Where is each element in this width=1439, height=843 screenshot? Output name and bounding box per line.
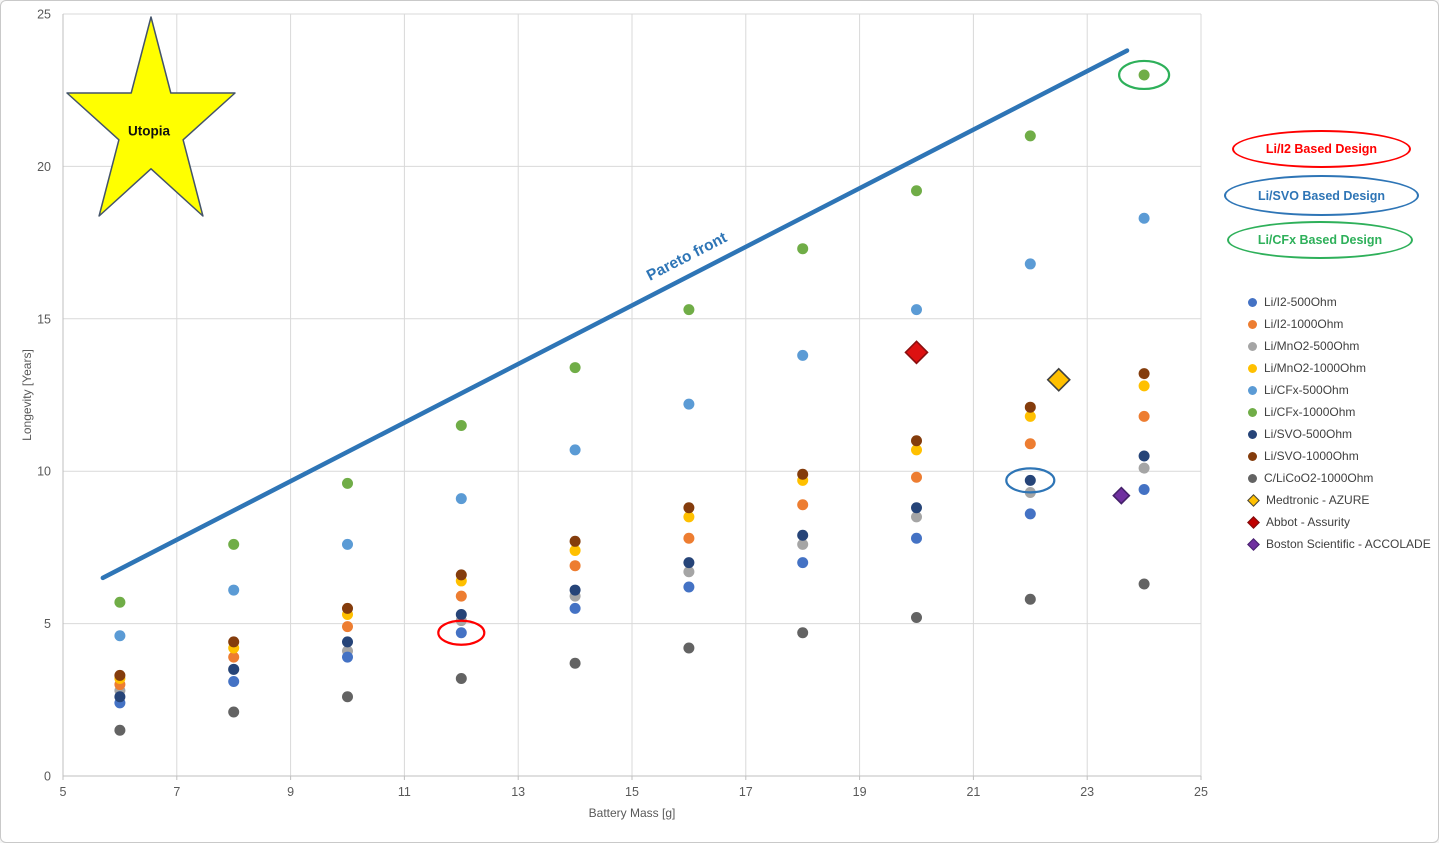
legend-item-li-mno2-1000: Li/MnO2-1000Ohm — [1248, 357, 1431, 379]
svg-text:5: 5 — [60, 785, 67, 799]
series-li-cfx-500ohm — [114, 212, 1150, 642]
series-marker-icon — [1248, 473, 1257, 483]
series-marker-icon — [1248, 319, 1257, 329]
device-abbot-assurity — [904, 340, 929, 365]
axis-titles: Battery Mass [g] Longevity [Years] — [20, 349, 675, 820]
callout-label: Li/I2 Based Design — [1265, 142, 1378, 156]
diamond-marker-icon — [1247, 515, 1260, 529]
axes — [62, 14, 1202, 780]
device-boston-scientific-accolade — [1112, 486, 1131, 505]
svg-text:11: 11 — [398, 785, 411, 799]
svg-text:25: 25 — [1194, 785, 1208, 799]
callout-label: Li/CFx Based Design — [1257, 233, 1383, 247]
y-axis-title: Longevity [Years] — [20, 349, 34, 441]
series-marker-icon — [1248, 451, 1257, 461]
series-marker-icon — [1248, 341, 1257, 351]
legend-label: Li/I2-1000Ohm — [1264, 317, 1344, 331]
callout-label: Li/SVO Based Design — [1257, 188, 1386, 203]
series-li-cfx-1000ohm — [114, 69, 1150, 608]
legend-label: Li/CFx-500Ohm — [1264, 383, 1349, 397]
diamond-marker-icon — [1247, 537, 1260, 551]
diamond-marker-icon — [1247, 493, 1260, 507]
svg-text:15: 15 — [37, 312, 51, 326]
series-c-licoo2-1000ohm — [114, 578, 1150, 736]
svg-text:25: 25 — [37, 8, 51, 22]
legend-item-c-licoo2-1000: C/LiCoO2-1000Ohm — [1248, 467, 1431, 489]
legend-item-medtronic-azure: Medtronic - AZURE — [1247, 489, 1431, 511]
legend-label: C/LiCoO2-1000Ohm — [1264, 471, 1374, 485]
svg-text:19: 19 — [853, 785, 867, 799]
legend-item-li-cfx-500: Li/CFx-500Ohm — [1248, 379, 1431, 401]
callout-li-svo-based-design: Li/SVO Based Design — [1224, 175, 1419, 216]
utopia-star: Utopia — [66, 16, 236, 217]
series-marker-icon — [1248, 363, 1257, 373]
device-medtronic-azure — [1046, 367, 1071, 392]
legend-item-abbot-assurity: Abbot - Assurity — [1247, 511, 1431, 533]
legend-label: Li/SVO-1000Ohm — [1264, 449, 1359, 463]
legend-item-li-i2-500: Li/I2-500Ohm — [1248, 291, 1431, 313]
x-axis-title: Battery Mass [g] — [589, 806, 676, 820]
series-marker-icon — [1248, 385, 1257, 395]
legend-item-li-i2-1000: Li/I2-1000Ohm — [1248, 313, 1431, 335]
legend-item-li-cfx-1000: Li/CFx-1000Ohm — [1248, 401, 1431, 423]
utopia-label: Utopia — [128, 123, 170, 138]
svg-text:9: 9 — [287, 785, 294, 799]
svg-text:15: 15 — [625, 785, 639, 799]
series-li-svo-1000ohm — [114, 368, 1150, 681]
svg-text:13: 13 — [511, 785, 525, 799]
series-li-svo-500ohm — [114, 450, 1150, 703]
series-li-i2-500ohm — [114, 483, 1150, 709]
legend-label: Li/SVO-500Ohm — [1264, 427, 1353, 441]
callout-li-i2-based-design: Li/I2 Based Design — [1232, 130, 1411, 168]
series-li-i2-1000ohm — [114, 410, 1150, 691]
svg-text:21: 21 — [966, 785, 980, 799]
svg-text:20: 20 — [37, 160, 51, 174]
legend-label: Li/MnO2-500Ohm — [1264, 339, 1360, 353]
legend-item-li-mno2-500: Li/MnO2-500Ohm — [1248, 335, 1431, 357]
legend-item-li-svo-1000: Li/SVO-1000Ohm — [1248, 445, 1431, 467]
series-marker-icon — [1248, 429, 1257, 439]
callout-li-cfx-based-design: Li/CFx Based Design — [1227, 221, 1413, 259]
legend-item-boston-scientific-accolade: Boston Scientific - ACCOLADE — [1247, 533, 1431, 555]
svg-text:7: 7 — [173, 785, 180, 799]
legend-item-li-svo-500: Li/SVO-500Ohm — [1248, 423, 1431, 445]
series-marker-icon — [1248, 407, 1257, 417]
legend-label: Boston Scientific - ACCOLADE — [1266, 537, 1431, 551]
legend-label: Li/I2-500Ohm — [1264, 295, 1337, 309]
svg-text:23: 23 — [1080, 785, 1094, 799]
legend-label: Li/CFx-1000Ohm — [1264, 405, 1356, 419]
chart-legend: Li/I2-500Ohm Li/I2-1000Ohm Li/MnO2-500Oh… — [1247, 291, 1431, 555]
svg-text:5: 5 — [44, 617, 51, 631]
svg-text:17: 17 — [739, 785, 753, 799]
legend-label: Abbot - Assurity — [1266, 515, 1351, 529]
svg-text:10: 10 — [37, 465, 51, 479]
svg-text:0: 0 — [44, 770, 51, 784]
legend-label: Li/MnO2-1000Ohm — [1264, 361, 1367, 375]
legend-label: Medtronic - AZURE — [1266, 493, 1370, 507]
series-marker-icon — [1248, 297, 1257, 307]
highlight-ellipses — [437, 59, 1171, 646]
